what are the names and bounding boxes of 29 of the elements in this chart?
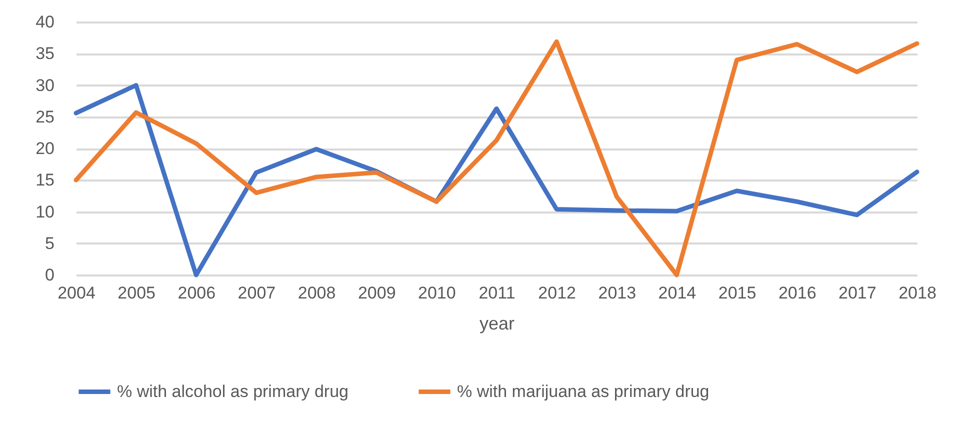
y-tick-label: 10 (36, 202, 54, 222)
legend-label: % with alcohol as primary drug (117, 382, 348, 401)
x-tick-label: 2010 (418, 284, 456, 302)
legend-label: % with marijuana as primary drug (457, 382, 710, 401)
x-tick-label: 2004 (58, 284, 96, 302)
line-series (74, 39, 920, 278)
x-tick-label: 2016 (778, 284, 816, 302)
y-tick-label: 25 (36, 107, 54, 126)
x-tick-label: 2011 (478, 284, 516, 302)
y-tick-label: 5 (45, 234, 54, 253)
x-tick-label: 2007 (238, 284, 276, 302)
y-tick-label: 15 (36, 170, 54, 190)
x-tick-label: 2005 (118, 284, 156, 302)
y-tick-label: 30 (36, 76, 54, 95)
line-series (74, 83, 920, 278)
y-tick-label: 40 (36, 12, 54, 32)
x-tick-label: 2017 (838, 284, 876, 302)
y-tick-label: 20 (36, 139, 54, 158)
x-tick-label: 2006 (178, 284, 216, 302)
y-tick-label: 35 (36, 44, 54, 64)
x-tick-label: 2008 (298, 284, 336, 302)
x-axis-title: year (479, 314, 515, 334)
x-tick-label: 2015 (718, 284, 756, 302)
x-tick-label: 2014 (658, 284, 696, 302)
x-tick-label: 2013 (598, 284, 636, 302)
x-tick-label: 2009 (358, 284, 396, 302)
y-tick-label: 0 (45, 266, 54, 284)
x-tick-label: 2018 (898, 284, 936, 302)
x-tick-label: 2012 (538, 284, 576, 302)
